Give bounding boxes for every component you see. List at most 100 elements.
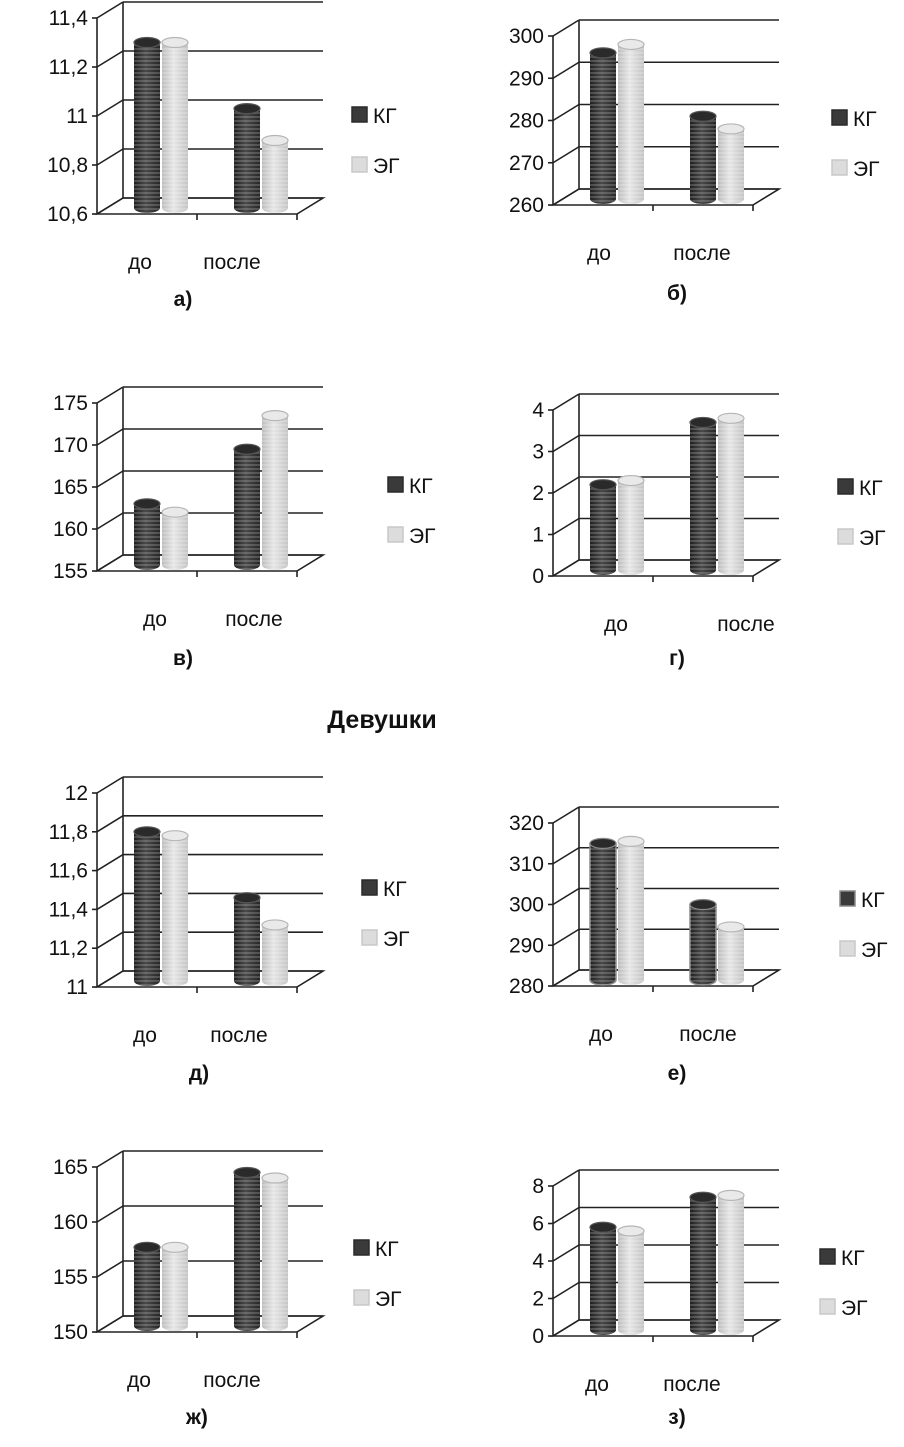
- y-tick-label: 280: [509, 975, 544, 998]
- bar-eg-1: [717, 123, 745, 204]
- bar-kg-0-top: [133, 36, 161, 49]
- floor: [550, 969, 782, 987]
- bar-kg-1: [689, 898, 717, 986]
- bar-kg-1: [233, 103, 261, 213]
- bar-eg-0: [617, 474, 645, 575]
- legend-label-eg: ЭГ: [841, 1297, 867, 1320]
- bar-eg-1-top: [717, 1189, 745, 1201]
- bar-kg-1: [233, 892, 261, 986]
- gridline-side: [552, 847, 580, 865]
- bar-kg-1-top: [689, 898, 717, 911]
- bar-kg-0: [589, 47, 617, 205]
- bar-eg-1-top: [717, 921, 745, 933]
- bar-kg-1-texture: [690, 422, 716, 575]
- floor: [550, 559, 782, 577]
- gridline-side: [96, 1260, 124, 1278]
- bar-kg-1-top: [233, 892, 261, 904]
- y-tick-label: 11,4: [49, 7, 89, 30]
- bar-eg-1-top: [717, 123, 745, 135]
- legend-swatch-kg: [831, 109, 848, 126]
- gridline-side: [552, 1169, 580, 1187]
- bar-eg-1-texture: [718, 128, 744, 204]
- bar-eg-0: [161, 1241, 189, 1331]
- legend-label-kg: КГ: [841, 1247, 865, 1270]
- bar-eg-1-texture: [262, 924, 288, 986]
- bar-kg-1: [689, 1191, 717, 1335]
- y-tick-label: 280: [509, 110, 544, 133]
- bar-kg-0: [589, 479, 617, 575]
- bar-eg-1: [717, 921, 745, 985]
- chart-z: 0 2 4 6 8 до после КГ ЭГ з): [532, 1169, 867, 1429]
- bar-eg-0-texture: [618, 1231, 644, 1335]
- bar-kg-1-texture: [690, 116, 716, 204]
- bar-eg-1-texture: [262, 415, 288, 570]
- gridline-side: [552, 887, 580, 906]
- y-tick-label: 11: [66, 976, 88, 999]
- legend-label-eg: ЭГ: [375, 1288, 401, 1311]
- bar-eg-0-top: [161, 506, 189, 518]
- legend-label-eg: ЭГ: [861, 939, 887, 962]
- y-tick-label: 11,6: [49, 860, 88, 883]
- legend-swatch-eg: [819, 1298, 836, 1315]
- y-tick-label: 320: [509, 812, 544, 835]
- y-tick-label: 290: [509, 934, 544, 957]
- bar-kg-0: [133, 498, 161, 570]
- chart-v: 155 160 165 170 175 до после КГ ЭГ в): [53, 386, 435, 670]
- gridline-side: [552, 434, 580, 453]
- bar-kg-0-texture: [590, 843, 616, 985]
- bar-eg-0-top: [161, 36, 189, 49]
- chart-caption: б): [667, 282, 687, 305]
- bar-kg-0-top: [589, 837, 617, 849]
- bar-kg-1-top: [233, 103, 261, 115]
- bar-eg-0-texture: [162, 1247, 188, 1331]
- y-tick-label: 11: [66, 105, 88, 128]
- category-label: после: [203, 1369, 260, 1392]
- legend-swatch-kg: [351, 106, 368, 123]
- bar-kg-0-texture: [590, 484, 616, 575]
- gridline-side: [552, 1281, 580, 1300]
- legend-swatch-eg: [361, 929, 378, 946]
- bar-kg-0-top: [589, 47, 617, 59]
- category-label: после: [225, 608, 282, 631]
- category-label: после: [717, 613, 774, 636]
- y-tick-label: 11,4: [49, 898, 89, 921]
- bar-eg-0: [617, 835, 645, 985]
- legend-label-eg: ЭГ: [383, 928, 409, 951]
- bar-eg-1-texture: [262, 1178, 288, 1331]
- bar-kg-1-texture: [690, 904, 716, 985]
- y-tick-label: 0: [532, 1325, 544, 1348]
- legend-swatch-kg: [387, 476, 404, 493]
- bar-eg-0: [161, 36, 189, 213]
- legend-swatch-kg: [353, 1239, 370, 1256]
- y-tick-label: 165: [53, 1156, 88, 1179]
- legend-label-kg: КГ: [375, 1238, 399, 1261]
- bar-kg-0-top: [589, 1221, 617, 1233]
- category-label: после: [673, 242, 730, 265]
- y-tick-label: 270: [509, 152, 544, 175]
- chart-caption: з): [668, 1406, 685, 1429]
- bar-eg-1-top: [717, 412, 745, 424]
- y-tick-label: 10,8: [47, 154, 88, 177]
- y-tick-label: 12: [65, 782, 88, 805]
- y-tick-label: 8: [532, 1175, 544, 1198]
- bar-eg-0: [161, 506, 189, 570]
- category-label: до: [127, 1369, 151, 1392]
- y-tick-label: 3: [532, 441, 544, 464]
- y-tick-label: 11,2: [49, 937, 88, 960]
- bar-kg-1-top: [689, 1191, 717, 1203]
- chart-zh: 150 155 160 165 до после КГ ЭГ ж): [53, 1150, 401, 1429]
- category-label: до: [587, 242, 611, 265]
- bar-kg-0-texture: [134, 42, 160, 213]
- bar-eg-1: [261, 919, 289, 986]
- bar-eg-1-texture: [718, 418, 744, 575]
- category-label: после: [679, 1023, 736, 1046]
- gridline-side: [96, 386, 124, 404]
- chart-g: 0 1 2 3 4 до после КГ ЭГ г): [532, 393, 885, 670]
- bar-kg-1-top: [233, 443, 261, 455]
- legend-swatch-eg: [839, 940, 856, 957]
- y-tick-label: 175: [53, 392, 88, 415]
- legend-label-kg: КГ: [859, 477, 883, 500]
- y-tick-label: 290: [509, 67, 544, 90]
- legend-label-eg: ЭГ: [853, 158, 879, 181]
- y-tick-label: 2: [532, 482, 544, 505]
